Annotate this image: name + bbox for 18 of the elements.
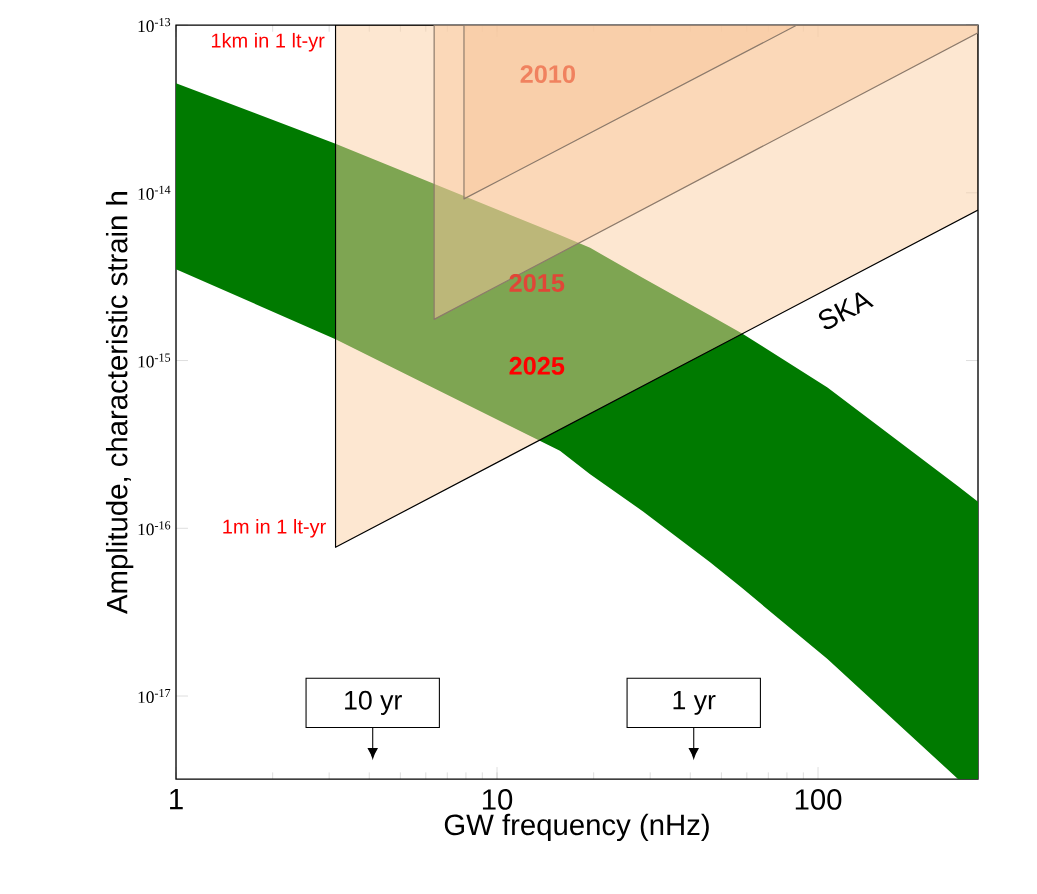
annotation: 10 yr <box>345 690 402 715</box>
x-axis-title: GW frequency (nHz) <box>444 813 709 842</box>
annotation: 2015 <box>509 274 565 292</box>
annotation: 1km in 1 lt-yr <box>211 32 325 52</box>
annotation: 1m in 1 lt-yr <box>223 518 326 538</box>
annotation: 2010 <box>520 65 575 84</box>
y-tick-label: 10$^{-16}$ <box>138 521 171 536</box>
annotation: 1 yr <box>673 690 716 715</box>
x-tick-label: 10 <box>482 789 513 810</box>
x-tick-label: 100 <box>795 789 842 810</box>
annotation: SKA <box>818 292 874 329</box>
y-tick-label: 10$^{-14}$ <box>138 185 171 200</box>
y-tick-label: 10$^{-13}$ <box>138 18 171 33</box>
y-tick-label: 10$^{-15}$ <box>138 353 171 368</box>
y-axis-title: Amplitude, characteristic strain h <box>105 192 134 614</box>
annotation: 2025 <box>509 356 565 375</box>
y-tick-label: 10$^{-17}$ <box>138 689 171 704</box>
x-tick-label: 1 <box>170 789 183 810</box>
